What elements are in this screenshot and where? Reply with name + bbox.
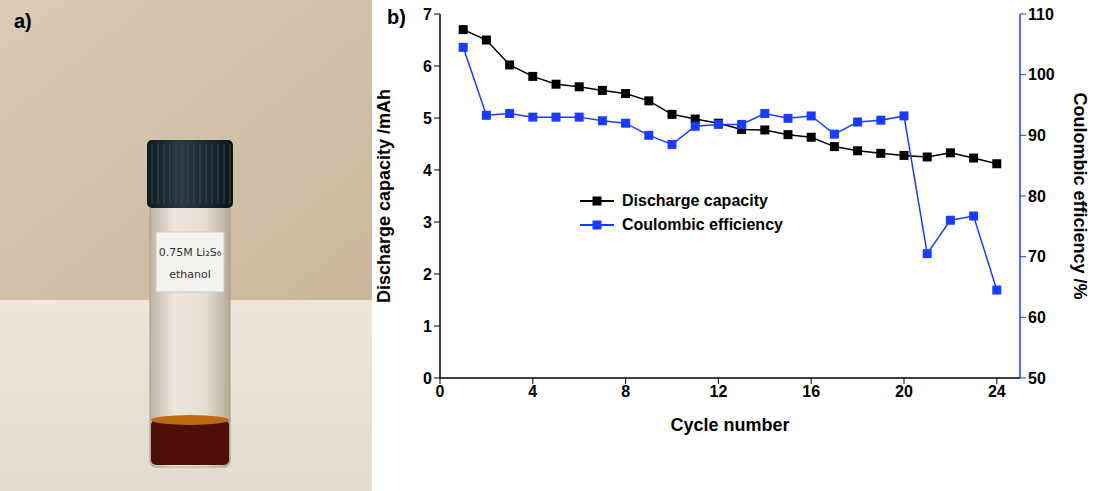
svg-text:4: 4 xyxy=(423,162,432,179)
html-text:Coulombic efficiency: Coulombic efficiency xyxy=(622,216,783,233)
svg-text:Cycle number: Cycle number xyxy=(670,415,789,435)
svg-text:90: 90 xyxy=(1028,127,1046,144)
svg-text:4: 4 xyxy=(528,383,537,400)
svg-text:5: 5 xyxy=(423,110,432,127)
svg-text:Coulombic efficiency /%: Coulombic efficiency /% xyxy=(1070,92,1090,299)
svg-text:2: 2 xyxy=(423,266,432,283)
html-text:Discharge capacity: Discharge capacity xyxy=(622,192,768,209)
svg-text:80: 80 xyxy=(1028,188,1046,205)
svg-text:60: 60 xyxy=(1028,309,1046,326)
svg-text:3: 3 xyxy=(423,214,432,231)
svg-text:50: 50 xyxy=(1028,370,1046,387)
svg-text:1: 1 xyxy=(423,318,432,335)
html-text:a): a) xyxy=(14,10,32,32)
svg-text:6: 6 xyxy=(423,58,432,75)
svg-text:0: 0 xyxy=(423,370,432,387)
svg-text:12: 12 xyxy=(710,383,728,400)
svg-text:Discharge capacity /mAh: Discharge capacity /mAh xyxy=(375,89,394,303)
svg-text:70: 70 xyxy=(1028,248,1046,265)
svg-text:100: 100 xyxy=(1028,66,1055,83)
svg-text:0.75M Li₂S₆: 0.75M Li₂S₆ xyxy=(159,246,222,259)
html-text:b): b) xyxy=(387,6,406,28)
svg-text:0: 0 xyxy=(436,383,445,400)
svg-text:24: 24 xyxy=(988,383,1006,400)
svg-text:20: 20 xyxy=(895,383,913,400)
svg-text:110: 110 xyxy=(1028,6,1054,23)
svg-text:8: 8 xyxy=(621,383,630,400)
svg-text:16: 16 xyxy=(802,383,820,400)
svg-text:7: 7 xyxy=(423,6,432,23)
svg-text:ethanol: ethanol xyxy=(169,268,211,281)
